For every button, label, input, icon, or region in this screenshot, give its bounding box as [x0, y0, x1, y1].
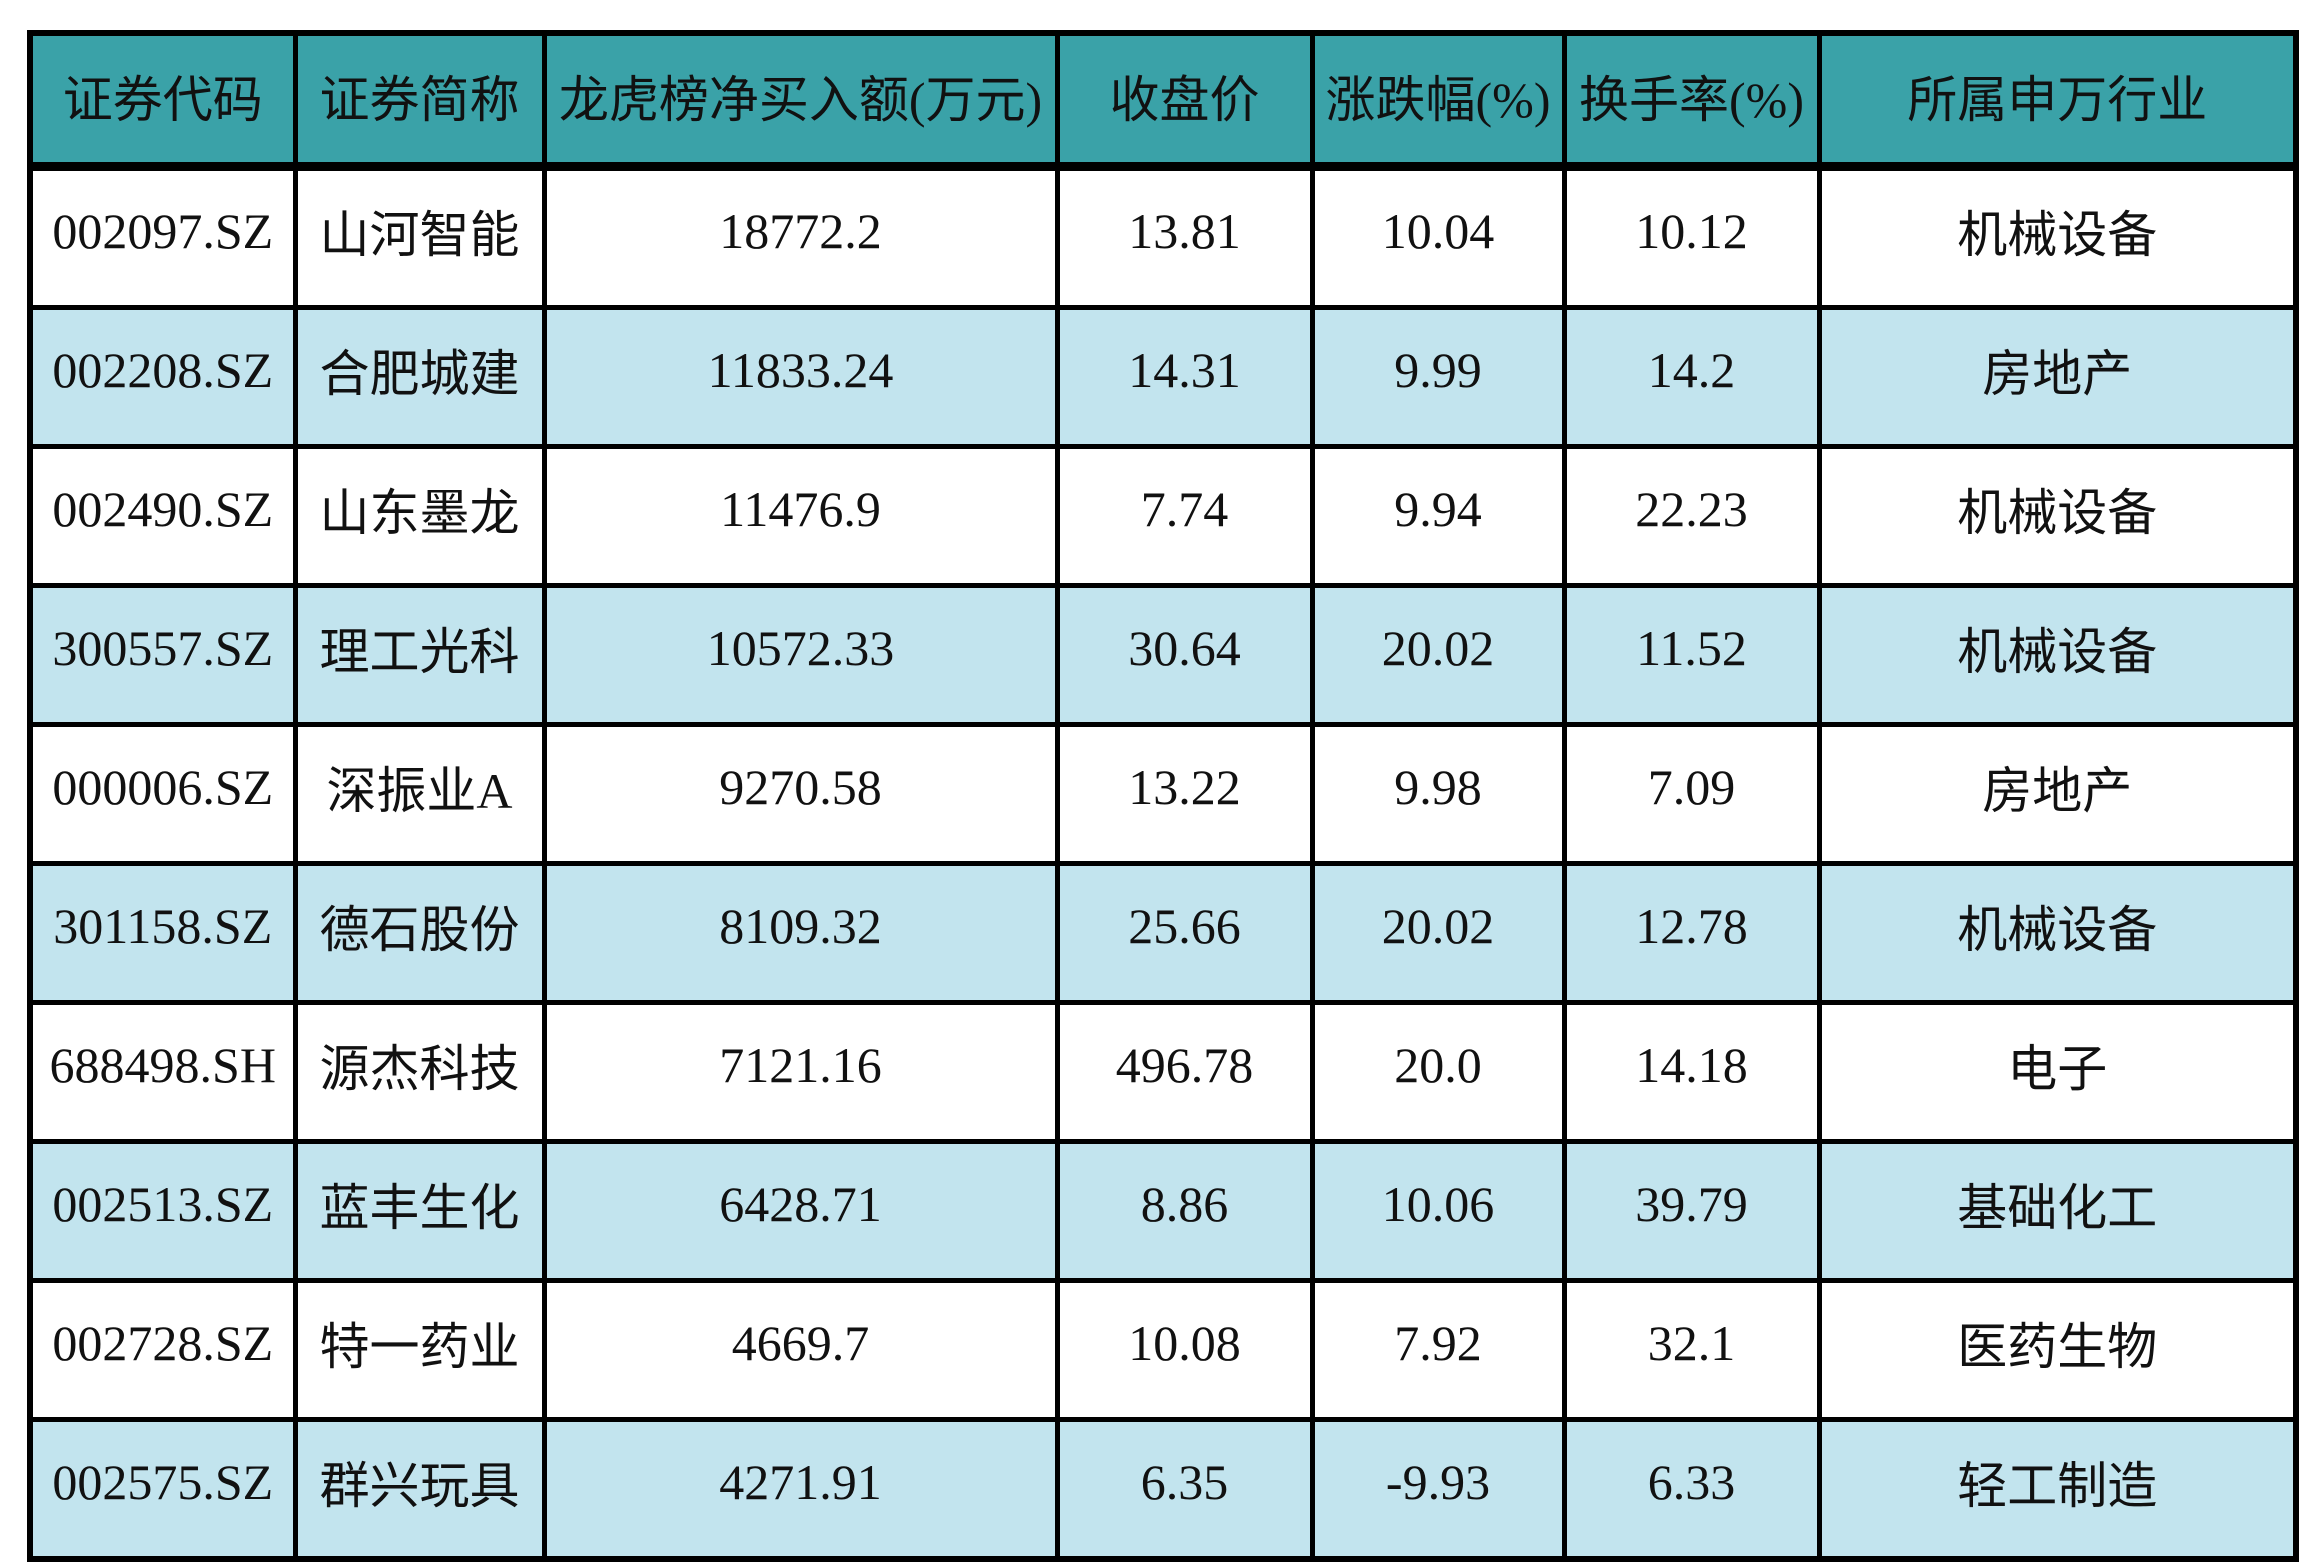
table-cell-turnover_pct: 39.79 — [1561, 1139, 1822, 1283]
table-cell-turnover_pct: 22.23 — [1561, 444, 1822, 588]
table-cell-name: 深振业A — [292, 722, 547, 866]
table-cell-net_buy: 10572.33 — [541, 583, 1060, 727]
table-cell-name: 德石股份 — [292, 861, 547, 1005]
table-cell-change_pct: 9.99 — [1309, 305, 1567, 449]
table-cell-code: 301158.SZ — [27, 861, 298, 1005]
table-row: 000006.SZ 深振业A 9270.58 13.22 9.98 7.09 房地产 — [27, 722, 2299, 866]
table-cell-name: 蓝丰生化 — [292, 1139, 547, 1283]
table-cell-close: 13.81 — [1054, 164, 1315, 310]
table-cell-industry: 基础化工 — [1816, 1139, 2299, 1283]
table-cell-change_pct: 7.92 — [1309, 1278, 1567, 1422]
table-cell-code: 002097.SZ — [27, 164, 298, 310]
table-cell-name: 特一药业 — [292, 1278, 547, 1422]
table-cell-close: 30.64 — [1054, 583, 1315, 727]
table-cell-net_buy: 4271.91 — [541, 1417, 1060, 1562]
table-cell-change_pct: 20.02 — [1309, 861, 1567, 1005]
header-cell-close: 收盘价 — [1054, 30, 1315, 171]
table-body: 002097.SZ 山河智能 18772.2 13.81 10.04 10.12 机械设备 0… — [27, 164, 2299, 1562]
table-cell-code: 002728.SZ — [27, 1278, 298, 1422]
table-cell-turnover_pct: 7.09 — [1561, 722, 1822, 866]
table-cell-industry: 机械设备 — [1816, 444, 2299, 588]
table-cell-turnover_pct: 14.18 — [1561, 1000, 1822, 1144]
table-cell-close: 10.08 — [1054, 1278, 1315, 1422]
header-cell-code: 证券代码 — [27, 30, 298, 171]
table-cell-code: 002575.SZ — [27, 1417, 298, 1562]
table-cell-industry: 电子 — [1816, 1000, 2299, 1144]
table-cell-industry: 机械设备 — [1816, 861, 2299, 1005]
table-row: 301158.SZ 德石股份 8109.32 25.66 20.02 12.78 机械设备 — [27, 861, 2299, 1005]
table-cell-industry: 房地产 — [1816, 722, 2299, 866]
table-cell-turnover_pct: 6.33 — [1561, 1417, 1822, 1562]
table-cell-code: 002490.SZ — [27, 444, 298, 588]
table-cell-turnover_pct: 10.12 — [1561, 164, 1822, 310]
table-row: 002208.SZ 合肥城建 11833.24 14.31 9.99 14.2 房地产 — [27, 305, 2299, 449]
table-cell-change_pct: 10.04 — [1309, 164, 1567, 310]
stock-table-container: 证券代码 证券简称 龙虎榜净买入额(万元) 收盘价 涨跌幅(%) 换手率(%) … — [27, 30, 2299, 1562]
table-cell-net_buy: 9270.58 — [541, 722, 1060, 866]
table-cell-name: 理工光科 — [292, 583, 547, 727]
table-cell-name: 山河智能 — [292, 164, 547, 310]
table-row: 688498.SH 源杰科技 7121.16 496.78 20.0 14.18 电子 — [27, 1000, 2299, 1144]
table-cell-change_pct: 9.98 — [1309, 722, 1567, 866]
header-row: 证券代码 证券简称 龙虎榜净买入额(万元) 收盘价 涨跌幅(%) 换手率(%) … — [27, 30, 2299, 171]
table-cell-net_buy: 7121.16 — [541, 1000, 1060, 1144]
dragon-tiger-list-table: 证券代码 证券简称 龙虎榜净买入额(万元) 收盘价 涨跌幅(%) 换手率(%) … — [27, 30, 2299, 1562]
header-cell-netbuy: 龙虎榜净买入额(万元) — [541, 30, 1060, 171]
table-cell-name: 源杰科技 — [292, 1000, 547, 1144]
table-cell-industry: 机械设备 — [1816, 583, 2299, 727]
table-cell-code: 688498.SH — [27, 1000, 298, 1144]
table-cell-change_pct: 9.94 — [1309, 444, 1567, 588]
table-cell-net_buy: 4669.7 — [541, 1278, 1060, 1422]
table-cell-change_pct: 20.02 — [1309, 583, 1567, 727]
header-cell-industry: 所属申万行业 — [1816, 30, 2299, 171]
table-cell-change_pct: 20.0 — [1309, 1000, 1567, 1144]
table-cell-close: 14.31 — [1054, 305, 1315, 449]
table-cell-code: 002208.SZ — [27, 305, 298, 449]
table-cell-net_buy: 18772.2 — [541, 164, 1060, 310]
table-cell-code: 300557.SZ — [27, 583, 298, 727]
table-cell-turnover_pct: 11.52 — [1561, 583, 1822, 727]
header-cell-change: 涨跌幅(%) — [1309, 30, 1567, 171]
table-cell-change_pct: -9.93 — [1309, 1417, 1567, 1562]
table-row: 002097.SZ 山河智能 18772.2 13.81 10.04 10.12 机械设备 — [27, 164, 2299, 310]
table-row: 002575.SZ 群兴玩具 4271.91 6.35 -9.93 6.33 轻工制造 — [27, 1417, 2299, 1562]
table-cell-code: 000006.SZ — [27, 722, 298, 866]
table-cell-net_buy: 11476.9 — [541, 444, 1060, 588]
table-cell-close: 6.35 — [1054, 1417, 1315, 1562]
table-cell-turnover_pct: 32.1 — [1561, 1278, 1822, 1422]
table-cell-turnover_pct: 12.78 — [1561, 861, 1822, 1005]
table-cell-close: 25.66 — [1054, 861, 1315, 1005]
table-row: 300557.SZ 理工光科 10572.33 30.64 20.02 11.52 机械设备 — [27, 583, 2299, 727]
table-cell-name: 合肥城建 — [292, 305, 547, 449]
table-cell-code: 002513.SZ — [27, 1139, 298, 1283]
table-cell-net_buy: 6428.71 — [541, 1139, 1060, 1283]
table-cell-industry: 医药生物 — [1816, 1278, 2299, 1422]
table-cell-industry: 机械设备 — [1816, 164, 2299, 310]
table-row: 002513.SZ 蓝丰生化 6428.71 8.86 10.06 39.79 基础化工 — [27, 1139, 2299, 1283]
table-cell-industry: 房地产 — [1816, 305, 2299, 449]
table-row: 002728.SZ 特一药业 4669.7 10.08 7.92 32.1 医药生物 — [27, 1278, 2299, 1422]
header-cell-name: 证券简称 — [292, 30, 547, 171]
table-cell-close: 8.86 — [1054, 1139, 1315, 1283]
header-cell-turnover: 换手率(%) — [1561, 30, 1822, 171]
table-cell-name: 群兴玩具 — [292, 1417, 547, 1562]
table-cell-net_buy: 11833.24 — [541, 305, 1060, 449]
table-cell-close: 7.74 — [1054, 444, 1315, 588]
table-cell-turnover_pct: 14.2 — [1561, 305, 1822, 449]
table-cell-industry: 轻工制造 — [1816, 1417, 2299, 1562]
table-cell-close: 496.78 — [1054, 1000, 1315, 1144]
table-cell-name: 山东墨龙 — [292, 444, 547, 588]
table-cell-net_buy: 8109.32 — [541, 861, 1060, 1005]
table-row: 002490.SZ 山东墨龙 11476.9 7.74 9.94 22.23 机械设备 — [27, 444, 2299, 588]
table-cell-change_pct: 10.06 — [1309, 1139, 1567, 1283]
table-cell-close: 13.22 — [1054, 722, 1315, 866]
